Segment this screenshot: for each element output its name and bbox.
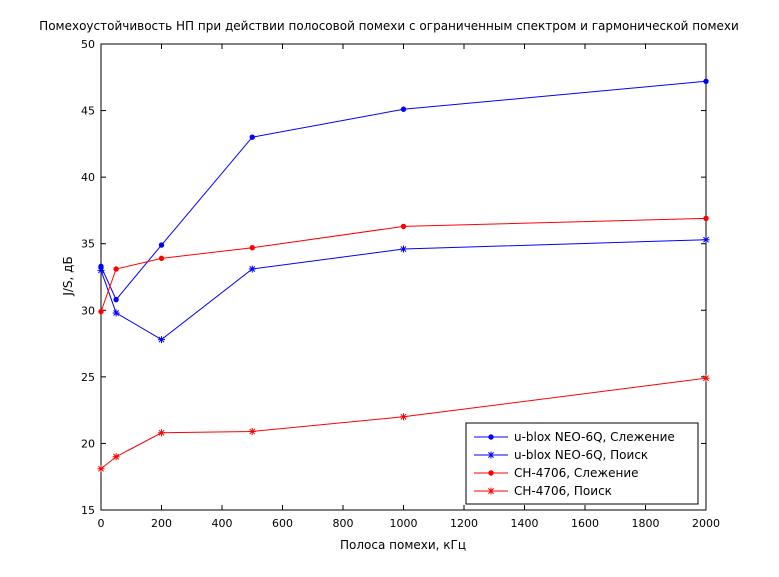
legend-marker-1 [488,434,494,440]
series-line-3 [100,217,707,312]
y-tick-label: 15 [81,504,95,517]
series-2-point [112,309,120,317]
legend-marker-3 [488,470,494,476]
legend-label-2: u-blox NEO-6Q, Поиск [514,448,648,462]
y-tick-label: 40 [81,171,95,184]
series-4-point [112,453,120,461]
y-tick-label: 50 [81,38,95,51]
series-4-point [158,429,165,437]
legend-label-4: CH-4706, Поиск [514,484,612,498]
legend-marker-2 [487,451,495,459]
series-4-point [97,465,105,473]
series-line-1 [100,80,707,301]
series-3-point [98,308,104,315]
series-4-point [400,413,407,421]
x-axis-label: Полоса помехи, кГц [340,538,466,552]
x-tick-label: 800 [333,517,354,530]
series-4-point [702,374,710,382]
series-3-point [249,245,255,251]
y-tick-label: 35 [81,238,95,251]
legend-marker-4 [487,487,495,495]
x-tick-label: 0 [98,517,105,530]
series-2-point [400,245,407,253]
y-tick-label: 30 [81,304,95,317]
series-2-point [158,336,165,344]
series-line-2 [100,239,707,341]
series-2-point [97,266,105,274]
x-tick-label: 2000 [692,517,720,530]
x-tick-label: 1200 [450,517,478,530]
x-tick-label: 200 [151,517,172,530]
series-1-point [249,134,255,140]
legend-label-3: CH-4706, Слежение [514,466,639,480]
series-1-point [158,242,165,248]
x-tick-label: 1600 [571,517,599,530]
series-1-point [703,78,709,84]
series-3-point [703,215,709,222]
series-1-point [400,106,407,112]
series-3-point [113,266,119,272]
x-tick-label: 1000 [390,517,418,530]
y-axis-label: J/S, дБ [61,256,75,296]
legend-label-1: u-blox NEO-6Q, Слежение [514,430,675,444]
y-tick-label: 45 [81,105,95,118]
x-tick-label: 400 [212,517,233,530]
series-4-point [248,427,256,435]
series-2-point [248,265,256,273]
x-tick-label: 600 [272,517,293,530]
series-1-point [113,296,119,303]
x-tick-label: 1400 [511,517,539,530]
series-3-point [158,255,165,262]
y-tick-label: 25 [81,371,95,384]
x-tick-label: 1800 [632,517,660,530]
chart-title: Помехоустойчивость НП при действии полос… [39,19,739,33]
y-tick-label: 20 [81,437,95,450]
series-2-point [702,236,710,244]
series-3-point [400,223,407,230]
